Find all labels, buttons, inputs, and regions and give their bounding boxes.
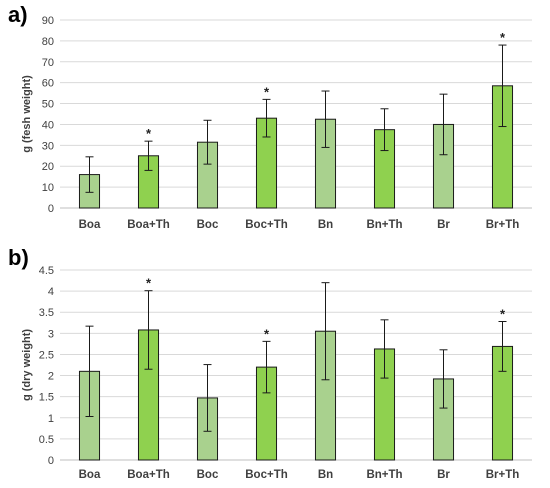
x-tick-label: Boc+Th [245, 469, 288, 481]
y-tick-label: 30 [42, 140, 54, 152]
y-tick-label: 1.5 [39, 392, 54, 404]
x-tick-label: Bn [318, 219, 333, 231]
y-tick-label: 4.5 [39, 265, 54, 277]
x-tick-label: Br+Th [486, 219, 520, 231]
significance-marker: * [500, 30, 506, 45]
y-tick-label: 60 [42, 78, 54, 90]
y-tick-label: 0.5 [39, 434, 54, 446]
x-tick-label: Boc [197, 219, 219, 231]
y-tick-label: 0 [48, 203, 54, 215]
x-tick-label: Bn [318, 469, 333, 481]
y-axis-title: g (dry weight) [21, 329, 33, 401]
y-tick-label: 1 [48, 413, 54, 425]
x-tick-label: Boc+Th [245, 219, 288, 231]
chart-panel-b: b) 0 0.5 1 1.5 2 2.5 3 3.5 4 4.5 g (dry weight) Boa *… [8, 245, 532, 481]
x-tick-label: Br+Th [486, 469, 520, 481]
y-tick-label: 80 [42, 36, 54, 48]
x-tick-label: Boa [79, 219, 101, 231]
y-tick-label: 70 [42, 57, 54, 69]
chart-panel-a: a) 0 10 20 30 40 50 60 70 80 90 g (fesh weight) Boa *… [8, 2, 532, 231]
x-tick-label: Bn+Th [366, 219, 402, 231]
y-axis-title: g (fesh weight) [21, 75, 33, 153]
y-tick-label: 4 [48, 286, 54, 298]
significance-marker: * [146, 126, 152, 141]
significance-marker: * [264, 84, 270, 99]
significance-marker: * [500, 307, 506, 322]
panel-label: a) [8, 2, 28, 27]
x-tick-label: Boa+Th [127, 469, 170, 481]
x-tick-label: Br [437, 219, 450, 231]
y-tick-label: 90 [42, 15, 54, 27]
y-tick-label: 3.5 [39, 307, 54, 319]
x-tick-label: Boc [197, 469, 219, 481]
y-tick-label: 20 [42, 161, 54, 173]
y-tick-label: 3 [48, 328, 54, 340]
panel-label: b) [8, 245, 29, 270]
y-tick-label: 2.5 [39, 349, 54, 361]
y-tick-label: 50 [42, 99, 54, 111]
x-tick-label: Boa+Th [127, 219, 170, 231]
x-tick-label: Br [437, 469, 450, 481]
y-tick-label: 0 [48, 455, 54, 467]
significance-marker: * [146, 276, 152, 291]
y-tick-label: 2 [48, 371, 54, 383]
x-tick-label: Bn+Th [366, 469, 402, 481]
x-tick-label: Boa [79, 469, 101, 481]
significance-marker: * [264, 326, 270, 341]
y-tick-label: 10 [42, 182, 54, 194]
y-tick-label: 40 [42, 119, 54, 131]
